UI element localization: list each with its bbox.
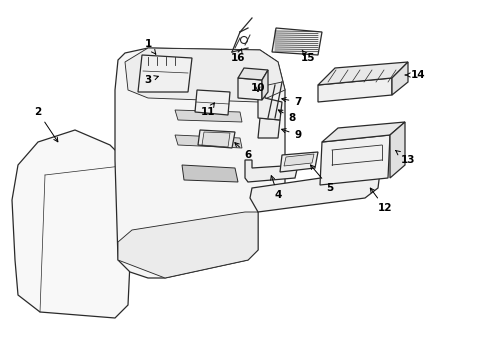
Text: 4: 4 (270, 176, 282, 200)
Polygon shape (262, 70, 268, 100)
Polygon shape (250, 172, 380, 212)
Polygon shape (258, 88, 282, 120)
Text: 2: 2 (34, 107, 58, 142)
Text: 13: 13 (395, 150, 415, 165)
Polygon shape (245, 160, 298, 182)
Polygon shape (280, 152, 318, 172)
Polygon shape (320, 135, 390, 185)
Polygon shape (318, 78, 392, 102)
Polygon shape (238, 78, 262, 100)
Text: 16: 16 (231, 49, 245, 63)
Text: 10: 10 (251, 83, 265, 93)
Polygon shape (390, 122, 405, 178)
Text: 6: 6 (235, 143, 252, 160)
Polygon shape (272, 28, 322, 55)
Polygon shape (182, 165, 238, 182)
Polygon shape (202, 132, 230, 147)
Polygon shape (175, 110, 242, 122)
Text: 14: 14 (405, 70, 425, 80)
Polygon shape (322, 122, 405, 142)
Polygon shape (175, 135, 242, 148)
Text: 15: 15 (301, 50, 315, 63)
Text: 8: 8 (278, 110, 295, 123)
Polygon shape (238, 68, 268, 80)
Text: 7: 7 (282, 97, 302, 107)
Polygon shape (125, 48, 285, 102)
Polygon shape (392, 62, 408, 95)
Polygon shape (258, 118, 280, 138)
Text: 12: 12 (370, 188, 392, 213)
Polygon shape (138, 55, 192, 92)
Text: 11: 11 (201, 103, 215, 117)
Polygon shape (118, 212, 258, 278)
Text: 1: 1 (145, 39, 156, 54)
Polygon shape (115, 48, 285, 278)
Polygon shape (12, 130, 132, 318)
Text: 9: 9 (282, 129, 301, 140)
Text: 5: 5 (311, 165, 334, 193)
Polygon shape (318, 62, 408, 85)
Polygon shape (195, 90, 230, 115)
Polygon shape (284, 154, 314, 166)
Text: 3: 3 (145, 75, 158, 85)
Polygon shape (198, 130, 235, 148)
